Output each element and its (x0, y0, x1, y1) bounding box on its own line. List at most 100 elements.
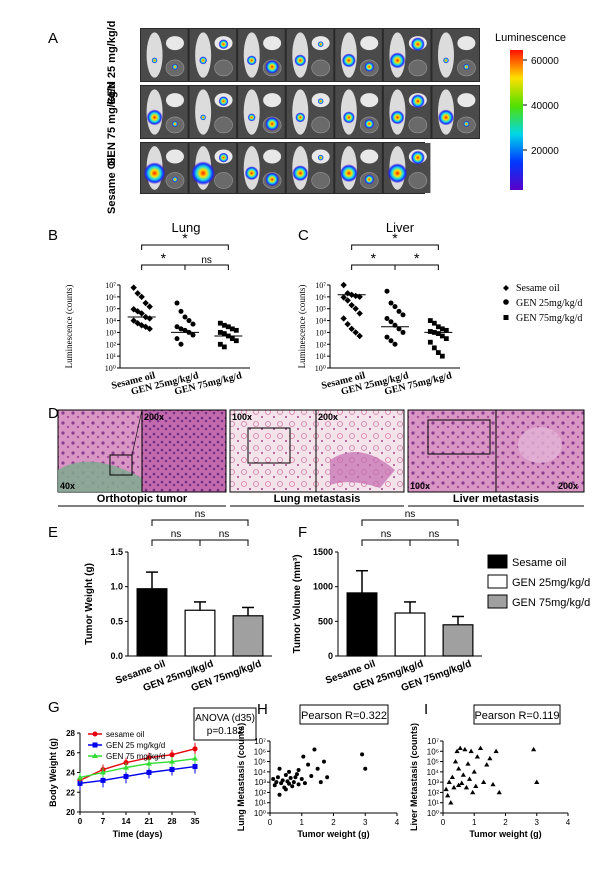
luminescence-signal (410, 94, 425, 109)
luminescence-signal (218, 152, 229, 163)
luminescence-signal (341, 53, 356, 68)
lung-tissue (360, 149, 379, 164)
y-tick-label: 10⁶ (427, 747, 439, 756)
significance-label: ns (201, 255, 212, 266)
legend-marker (92, 753, 98, 758)
y-tick-label: 10² (106, 340, 117, 349)
y-tick-label: 10⁰ (254, 809, 266, 818)
data-point-circle (315, 766, 320, 771)
x-tick-label: 1 (300, 818, 305, 827)
data-point-triangle (487, 755, 493, 761)
data-point-circle (169, 752, 175, 758)
data-point-square (443, 327, 449, 333)
legend-circle-marker (503, 299, 509, 305)
x-tick-label: 4 (395, 818, 400, 827)
y-axis-label: Luminescence (counts) (297, 285, 307, 369)
significance-label: ns (171, 529, 182, 540)
data-point-diamond (340, 294, 347, 301)
y-axis-label: Tumor Weight (g) (84, 563, 95, 645)
x-tick-label: 2 (503, 818, 508, 827)
series-line (79, 765, 196, 785)
significance-label: ns (429, 529, 440, 540)
legend-square-marker (503, 315, 509, 320)
data-point-circle (388, 300, 394, 306)
luminescence-signal (390, 110, 405, 125)
data-point-circle (296, 782, 301, 787)
panel-f-label: F (298, 524, 307, 541)
data-point-square (439, 333, 445, 339)
y-axis-label: Body Weight (g) (48, 738, 58, 807)
lung-tissue (263, 36, 282, 51)
luminescence-signal (265, 59, 280, 74)
y-axis-label: Lung Metastasis (counts) (236, 723, 246, 832)
series-line (79, 757, 196, 779)
luminescence-signal (146, 109, 163, 126)
significance-bracket (361, 539, 411, 546)
histology-images (57, 409, 585, 493)
data-point-square (233, 327, 239, 333)
luminescence-signal (246, 55, 257, 66)
data-point-triangle (474, 754, 480, 759)
luminescence-signal (199, 56, 208, 65)
x-tick-label: 3 (363, 818, 368, 827)
mouse-silhouette (438, 32, 454, 78)
luminescence-signal (295, 112, 306, 123)
bar (442, 624, 474, 657)
data-point-square (233, 338, 239, 344)
x-tick-label: 28 (168, 817, 177, 826)
data-point-triangle (448, 800, 454, 805)
data-point-circle (388, 319, 394, 325)
significance-label: * (392, 230, 398, 246)
liver-tissue (214, 172, 233, 189)
legend-marker (92, 731, 98, 737)
data-point-triangle (493, 748, 499, 754)
row-label-gen75: GEN 75 mg/kg/d (106, 82, 118, 166)
y-tick-label: 10² (427, 788, 439, 797)
data-point-triangle (169, 758, 175, 764)
data-point-triangle (146, 760, 152, 766)
lung-luminescence-chart: 10⁰ 10¹ 10² 10³ 10⁴ 10⁵ 10⁶ 10⁷ Luminescence (co… (64, 230, 250, 398)
data-point-diamond (344, 297, 351, 304)
legend-swatch-sesame (487, 554, 508, 569)
luminescence-signal (294, 54, 307, 67)
data-point-triangle (477, 745, 484, 750)
liver-tissue (311, 116, 330, 134)
luminescence-signal (443, 57, 449, 64)
data-point-triangle (473, 783, 479, 789)
data-point-square (146, 770, 152, 775)
data-point-circle (174, 336, 180, 342)
data-point-circle (178, 341, 184, 347)
data-point-square (435, 324, 441, 330)
panel-b-title: Lung (172, 220, 201, 235)
y-tick-label: 10¹ (254, 799, 266, 808)
data-point-circle (174, 324, 180, 330)
data-point-triangle (534, 779, 540, 784)
data-point-circle (280, 778, 285, 783)
y-tick-label: 10⁶ (254, 747, 266, 756)
data-point-square (221, 331, 227, 336)
mag-label-100x-lung: 100x (232, 412, 252, 422)
panel-d-label: D (48, 405, 59, 422)
mag-label-200x-liver: 200x (558, 481, 578, 491)
data-point-circle (294, 772, 299, 777)
bar (346, 592, 378, 657)
anova-title: ANOVA (d35) (195, 713, 255, 724)
data-point-diamond (138, 310, 145, 317)
data-point-triangle (451, 784, 457, 790)
scatter-legend: Sesame oil GEN 25mg/kg/d GEN 75mg/kg/d (503, 283, 582, 324)
luminescence-signal (218, 96, 229, 107)
significance-label: ns (381, 529, 392, 540)
data-point-triangle (484, 762, 490, 767)
panel-e-label: E (48, 524, 58, 541)
data-point-circle (360, 752, 365, 757)
x-tick-label: 7 (101, 817, 106, 826)
y-tick-label: 1000 (313, 582, 333, 592)
bar (184, 609, 216, 657)
data-point-triangle (459, 780, 465, 785)
data-point-triangle (481, 779, 487, 784)
mag-label-200x-orthotopic: 200x (144, 412, 164, 422)
data-point-triangle (531, 746, 537, 752)
data-point-diamond (130, 317, 137, 324)
data-point-square (100, 777, 106, 783)
